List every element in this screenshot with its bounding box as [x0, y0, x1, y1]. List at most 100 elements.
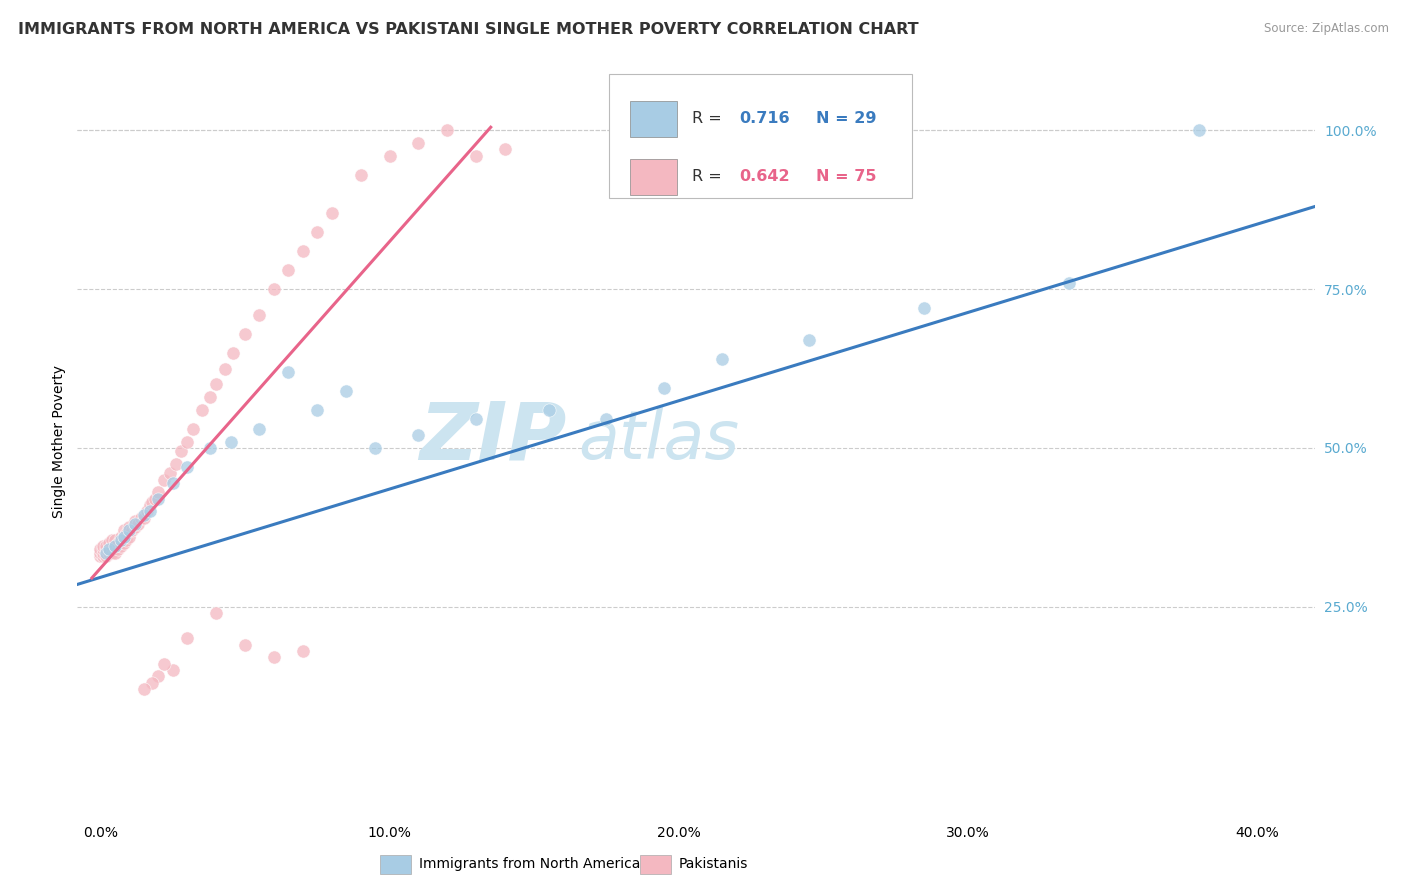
Point — [214, 361, 236, 376]
Point — [112, 524, 135, 538]
Point — [465, 149, 488, 163]
Text: atlas: atlas — [578, 407, 740, 473]
Point — [170, 444, 193, 458]
Text: Pakistanis: Pakistanis — [679, 857, 748, 871]
Point — [141, 676, 163, 690]
Point — [263, 282, 285, 296]
Text: 0.716: 0.716 — [740, 112, 790, 127]
Text: Immigrants from North America: Immigrants from North America — [419, 857, 640, 871]
Point — [233, 326, 256, 341]
Point — [110, 539, 132, 553]
Point — [159, 467, 181, 481]
Point — [277, 263, 299, 277]
Point — [89, 549, 111, 563]
Point — [96, 542, 118, 557]
Point — [96, 549, 118, 563]
Point — [652, 380, 675, 394]
Point — [291, 644, 314, 658]
Point — [711, 351, 734, 366]
Point — [307, 402, 329, 417]
Point — [138, 504, 160, 518]
Text: N = 29: N = 29 — [815, 112, 876, 127]
Text: R =: R = — [692, 112, 727, 127]
Y-axis label: Single Mother Poverty: Single Mother Poverty — [52, 365, 66, 518]
Point — [263, 650, 285, 665]
Point — [165, 457, 187, 471]
Point — [219, 434, 242, 449]
Point — [110, 530, 132, 544]
Point — [408, 428, 430, 442]
Point — [127, 517, 149, 532]
Point — [115, 533, 138, 547]
Point — [364, 441, 387, 455]
Point — [537, 402, 560, 417]
Point — [148, 491, 170, 506]
Point — [104, 539, 127, 553]
Point — [118, 530, 141, 544]
Point — [162, 475, 184, 490]
Point — [153, 657, 176, 671]
Point — [132, 510, 155, 524]
Point — [124, 517, 146, 532]
Point — [89, 546, 111, 560]
Point — [132, 508, 155, 522]
Point — [112, 530, 135, 544]
Point — [104, 546, 127, 560]
Point — [101, 539, 124, 553]
Point — [98, 542, 121, 557]
Text: Source: ZipAtlas.com: Source: ZipAtlas.com — [1264, 22, 1389, 36]
Point — [141, 495, 163, 509]
Point — [1188, 123, 1211, 137]
Point — [98, 542, 121, 557]
Point — [176, 434, 198, 449]
Point — [98, 546, 121, 560]
Point — [205, 377, 228, 392]
Point — [148, 485, 170, 500]
Point — [176, 459, 198, 474]
Point — [277, 365, 299, 379]
Point — [190, 402, 212, 417]
Point — [107, 542, 129, 557]
Point — [129, 510, 152, 524]
Point — [132, 682, 155, 697]
Point — [89, 542, 111, 557]
Text: R =: R = — [692, 169, 727, 185]
Point — [436, 123, 458, 137]
Point — [115, 526, 138, 541]
Point — [349, 168, 371, 182]
Point — [321, 206, 343, 220]
Point — [176, 632, 198, 646]
Point — [121, 524, 143, 538]
Point — [249, 422, 271, 436]
Point — [104, 533, 127, 547]
Point — [335, 384, 357, 398]
FancyBboxPatch shape — [630, 159, 678, 194]
Point — [222, 345, 245, 359]
Point — [96, 539, 118, 553]
Point — [494, 143, 516, 157]
Point — [138, 498, 160, 512]
Point — [307, 225, 329, 239]
Point — [101, 533, 124, 547]
Point — [378, 149, 401, 163]
Text: 0.642: 0.642 — [740, 169, 790, 185]
Point — [200, 441, 222, 455]
Point — [124, 520, 146, 534]
Point — [93, 546, 115, 560]
Point — [118, 520, 141, 534]
Point — [96, 546, 118, 560]
Point — [408, 136, 430, 150]
Point — [153, 473, 176, 487]
Point — [107, 536, 129, 550]
Point — [93, 549, 115, 563]
Point — [112, 530, 135, 544]
Point — [1057, 276, 1080, 290]
Point — [162, 663, 184, 677]
Point — [797, 333, 820, 347]
FancyBboxPatch shape — [609, 74, 912, 198]
Point — [118, 524, 141, 538]
Point — [912, 301, 935, 316]
Point — [233, 638, 256, 652]
Point — [104, 539, 127, 553]
Point — [110, 533, 132, 547]
